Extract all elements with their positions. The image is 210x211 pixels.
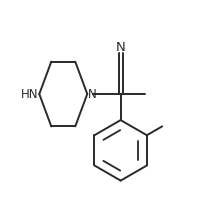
Text: N: N xyxy=(88,88,97,100)
Text: HN: HN xyxy=(21,88,38,100)
Text: N: N xyxy=(116,41,126,54)
